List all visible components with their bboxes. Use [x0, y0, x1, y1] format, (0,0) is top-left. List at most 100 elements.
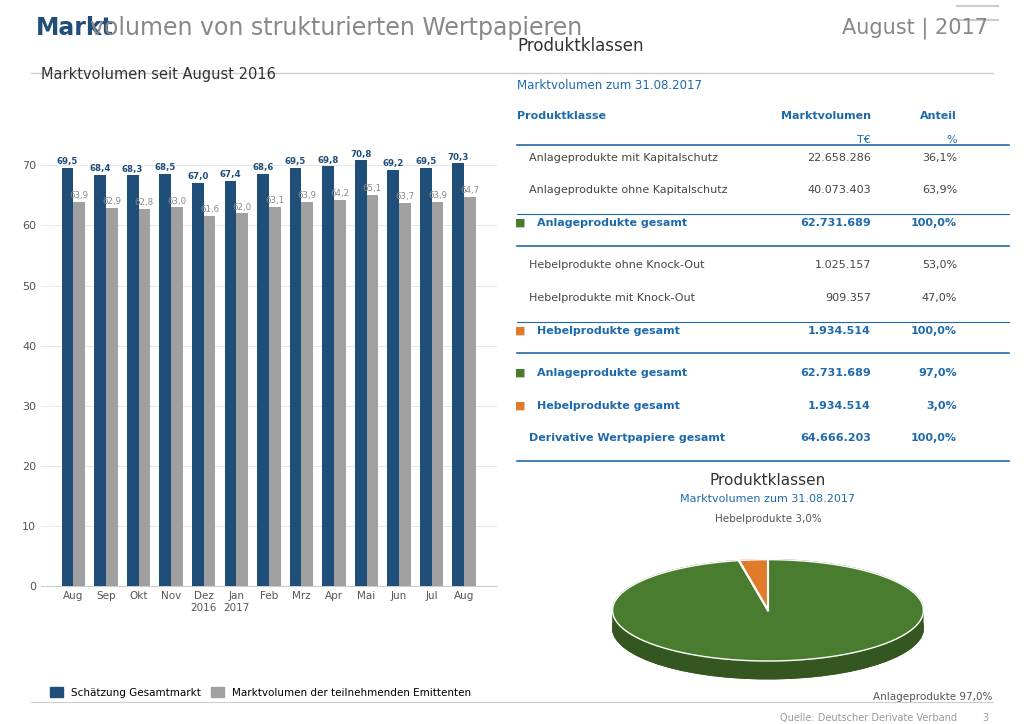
Bar — [160, 174, 171, 586]
Bar — [420, 168, 432, 586]
Bar — [268, 207, 281, 586]
Text: Hebelprodukte ohne Knock-Out: Hebelprodukte ohne Knock-Out — [529, 261, 705, 270]
Text: 65,1: 65,1 — [362, 184, 382, 193]
Text: 100,0%: 100,0% — [911, 434, 957, 443]
Text: Marktvolumen seit August 2016: Marktvolumen seit August 2016 — [41, 67, 275, 83]
Text: 63,0: 63,0 — [167, 196, 186, 206]
Text: 61,6: 61,6 — [200, 205, 219, 214]
Text: 53,0%: 53,0% — [922, 261, 957, 270]
Bar — [257, 174, 269, 586]
Bar — [138, 209, 151, 586]
Text: Marktvolumen zum 31.08.2017: Marktvolumen zum 31.08.2017 — [517, 79, 702, 92]
Text: 62.731.689: 62.731.689 — [801, 368, 871, 378]
Text: Produktklassen: Produktklassen — [517, 37, 644, 55]
Polygon shape — [612, 578, 924, 678]
Text: 70,3: 70,3 — [447, 153, 469, 161]
Text: Markt: Markt — [36, 16, 114, 40]
Bar — [453, 164, 464, 586]
Text: 63,9%: 63,9% — [922, 185, 957, 195]
Text: 62.731.689: 62.731.689 — [801, 218, 871, 228]
Text: Hebelprodukte 3,0%: Hebelprodukte 3,0% — [715, 514, 821, 524]
Bar — [61, 168, 74, 586]
Text: %: % — [946, 135, 957, 145]
Text: August | 2017: August | 2017 — [842, 17, 988, 38]
Text: 3: 3 — [982, 712, 988, 723]
Text: Quelle: Deutscher Derivate Verband: Quelle: Deutscher Derivate Verband — [780, 712, 957, 723]
Text: Produktklasse: Produktklasse — [517, 111, 606, 121]
Text: Anlageprodukte gesamt: Anlageprodukte gesamt — [537, 368, 687, 378]
Text: 70,8: 70,8 — [350, 150, 372, 159]
Text: 62,8: 62,8 — [135, 198, 154, 207]
Bar — [127, 175, 138, 586]
Bar — [464, 197, 476, 586]
Text: ■: ■ — [515, 401, 525, 411]
Text: 69,5: 69,5 — [285, 157, 306, 167]
Text: volumen von strukturierten Wertpapieren: volumen von strukturierten Wertpapieren — [90, 16, 583, 40]
Text: 69,2: 69,2 — [383, 159, 403, 168]
Text: 100,0%: 100,0% — [911, 218, 957, 228]
Text: 63,1: 63,1 — [265, 196, 285, 205]
Bar — [204, 216, 215, 586]
Text: 40.073.403: 40.073.403 — [807, 185, 871, 195]
Text: 69,8: 69,8 — [317, 156, 339, 164]
Polygon shape — [739, 578, 768, 628]
Text: ■: ■ — [515, 218, 525, 228]
Bar — [74, 202, 85, 586]
Text: Anlageprodukte gesamt: Anlageprodukte gesamt — [537, 218, 687, 228]
Text: 3,0%: 3,0% — [927, 401, 957, 411]
Text: 68,4: 68,4 — [89, 164, 111, 173]
Text: 68,3: 68,3 — [122, 164, 143, 174]
Bar — [387, 170, 399, 586]
Text: 63,9: 63,9 — [70, 191, 89, 200]
Text: 1.934.514: 1.934.514 — [808, 401, 871, 411]
Text: Marktvolumen zum 31.08.2017: Marktvolumen zum 31.08.2017 — [681, 494, 855, 504]
Text: 62,9: 62,9 — [102, 197, 121, 206]
Text: Hebelprodukte gesamt: Hebelprodukte gesamt — [537, 401, 680, 411]
Text: 1.025.157: 1.025.157 — [814, 261, 871, 270]
Text: 68,5: 68,5 — [155, 164, 176, 172]
Text: Hebelprodukte gesamt: Hebelprodukte gesamt — [537, 326, 680, 336]
Text: 69,5: 69,5 — [57, 157, 78, 167]
Bar — [224, 181, 237, 586]
Polygon shape — [612, 560, 924, 661]
Bar — [399, 203, 411, 586]
Bar — [171, 207, 183, 586]
Text: Anlageprodukte ohne Kapitalschutz: Anlageprodukte ohne Kapitalschutz — [529, 185, 728, 195]
Text: 1.934.514: 1.934.514 — [808, 326, 871, 336]
Bar — [334, 200, 346, 586]
Bar — [432, 202, 443, 586]
Text: 67,4: 67,4 — [219, 170, 242, 179]
Text: ■: ■ — [515, 326, 525, 336]
Bar — [94, 174, 105, 586]
Polygon shape — [739, 560, 768, 610]
Text: 69,5: 69,5 — [415, 157, 436, 167]
Text: 909.357: 909.357 — [825, 293, 871, 303]
Polygon shape — [613, 613, 923, 678]
Text: 63,9: 63,9 — [428, 191, 447, 200]
Text: 62,0: 62,0 — [232, 203, 252, 211]
Text: ■: ■ — [515, 368, 525, 378]
Text: 63,9: 63,9 — [298, 191, 316, 200]
Text: 64,7: 64,7 — [461, 186, 479, 195]
Text: T€: T€ — [857, 135, 871, 145]
Text: Anlageprodukte mit Kapitalschutz: Anlageprodukte mit Kapitalschutz — [529, 153, 719, 163]
Text: 67,0: 67,0 — [187, 172, 209, 182]
Text: 97,0%: 97,0% — [919, 368, 957, 378]
Bar — [301, 202, 313, 586]
Text: Anlageprodukte 97,0%: Anlageprodukte 97,0% — [873, 691, 992, 702]
Text: 68,6: 68,6 — [252, 163, 273, 172]
Bar — [237, 214, 248, 586]
Text: 47,0%: 47,0% — [922, 293, 957, 303]
Text: Derivative Wertpapiere gesamt: Derivative Wertpapiere gesamt — [529, 434, 726, 443]
Bar — [367, 195, 378, 586]
Bar — [290, 168, 301, 586]
Text: 64,2: 64,2 — [330, 189, 349, 198]
Text: 63,7: 63,7 — [395, 193, 415, 201]
Text: 22.658.286: 22.658.286 — [807, 153, 871, 163]
Legend: Schätzung Gesamtmarkt, Marktvolumen der teilnehmenden Emittenten: Schätzung Gesamtmarkt, Marktvolumen der … — [46, 683, 475, 702]
Text: Anteil: Anteil — [921, 111, 957, 121]
Text: 36,1%: 36,1% — [922, 153, 957, 163]
Text: 64.666.203: 64.666.203 — [800, 434, 871, 443]
Text: Hebelprodukte mit Knock-Out: Hebelprodukte mit Knock-Out — [529, 293, 695, 303]
Bar — [191, 183, 204, 586]
